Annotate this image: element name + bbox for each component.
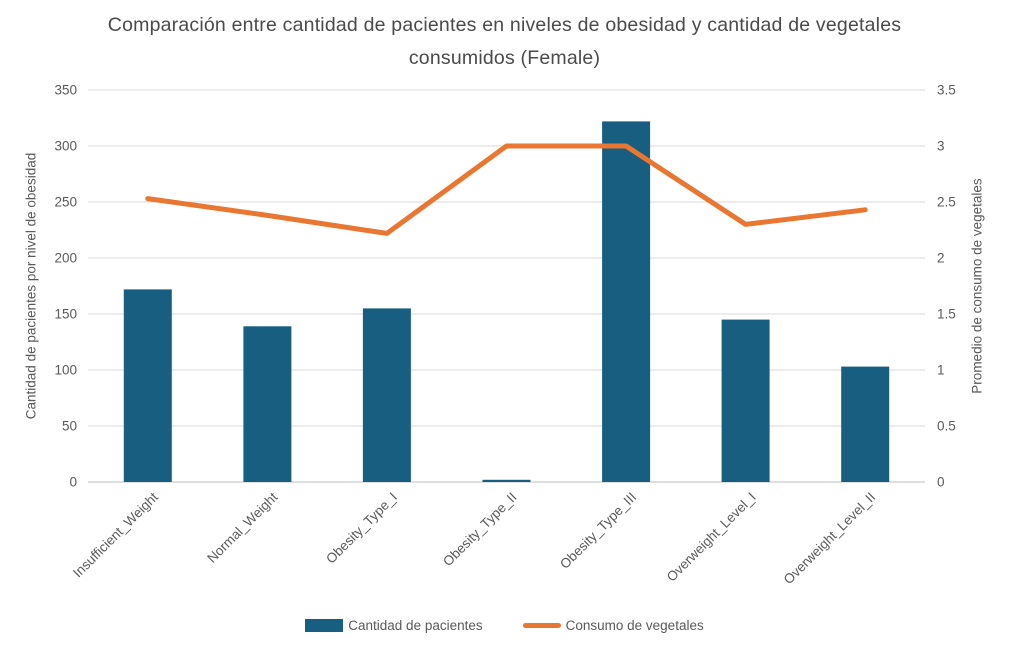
right-axis-tick-label: 3 [937, 139, 945, 154]
bar-obesity_type_i [362, 308, 411, 482]
right-axis-tick-label: 0 [937, 475, 945, 490]
category-label: Obesity_Type_II [440, 490, 520, 570]
left-axis-tick-label: 250 [54, 195, 77, 210]
right-axis-tick-label: 0.5 [937, 419, 956, 434]
right-axis-tick-label: 3.5 [937, 83, 956, 98]
right-axis-tick-label: 2.5 [937, 195, 956, 210]
category-label: Obesity_Type_III [557, 490, 639, 572]
legend-label-vegetables: Consumo de vegetales [565, 617, 704, 633]
left-axis-tick-label: 0 [69, 475, 77, 490]
category-label: Obesity_Type_I [323, 490, 400, 567]
left-axis-tick-label: 50 [62, 419, 77, 434]
chart-title: Comparación entre cantidad de pacientes … [107, 14, 902, 70]
left-axis-tick-label: 150 [54, 307, 77, 322]
legend-label-patients: Cantidad de pacientes [348, 617, 483, 633]
bar-overweight_level_ii [841, 366, 890, 482]
bar-obesity_type_iii [602, 121, 651, 483]
bar-normal_weight [243, 326, 292, 482]
legend-line-swatch-icon [522, 622, 561, 628]
category-label: Normal_Weight [204, 489, 280, 565]
legend-item-patients: Cantidad de pacientes [305, 617, 483, 633]
line-series-consumo-de-vegetales [145, 143, 868, 236]
right-axis-tick-label: 2 [937, 251, 945, 266]
right-axis-tick-label: 1 [937, 363, 945, 378]
category-label: Overweight_Level_I [664, 490, 759, 585]
bar-insufficient_weight [123, 289, 172, 482]
legend-bar-swatch-icon [305, 618, 344, 632]
legend-item-vegetables: Consumo de vegetales [522, 617, 704, 633]
right-axis-tick-label: 1.5 [937, 307, 956, 322]
left-axis-tick-label: 200 [54, 251, 77, 266]
legend: Cantidad de pacientes Consumo de vegetal… [0, 612, 1009, 638]
left-axis-tick-label: 350 [54, 83, 77, 98]
left-axis-tick-label: 100 [54, 363, 77, 378]
left-axis-tick-label: 300 [54, 139, 77, 154]
bar-overweight_level_i [721, 319, 770, 482]
category-label: Overweight_Level_II [781, 490, 879, 588]
category-label: Insufficient_Weight [70, 489, 161, 580]
bar-obesity_type_ii [482, 479, 531, 482]
